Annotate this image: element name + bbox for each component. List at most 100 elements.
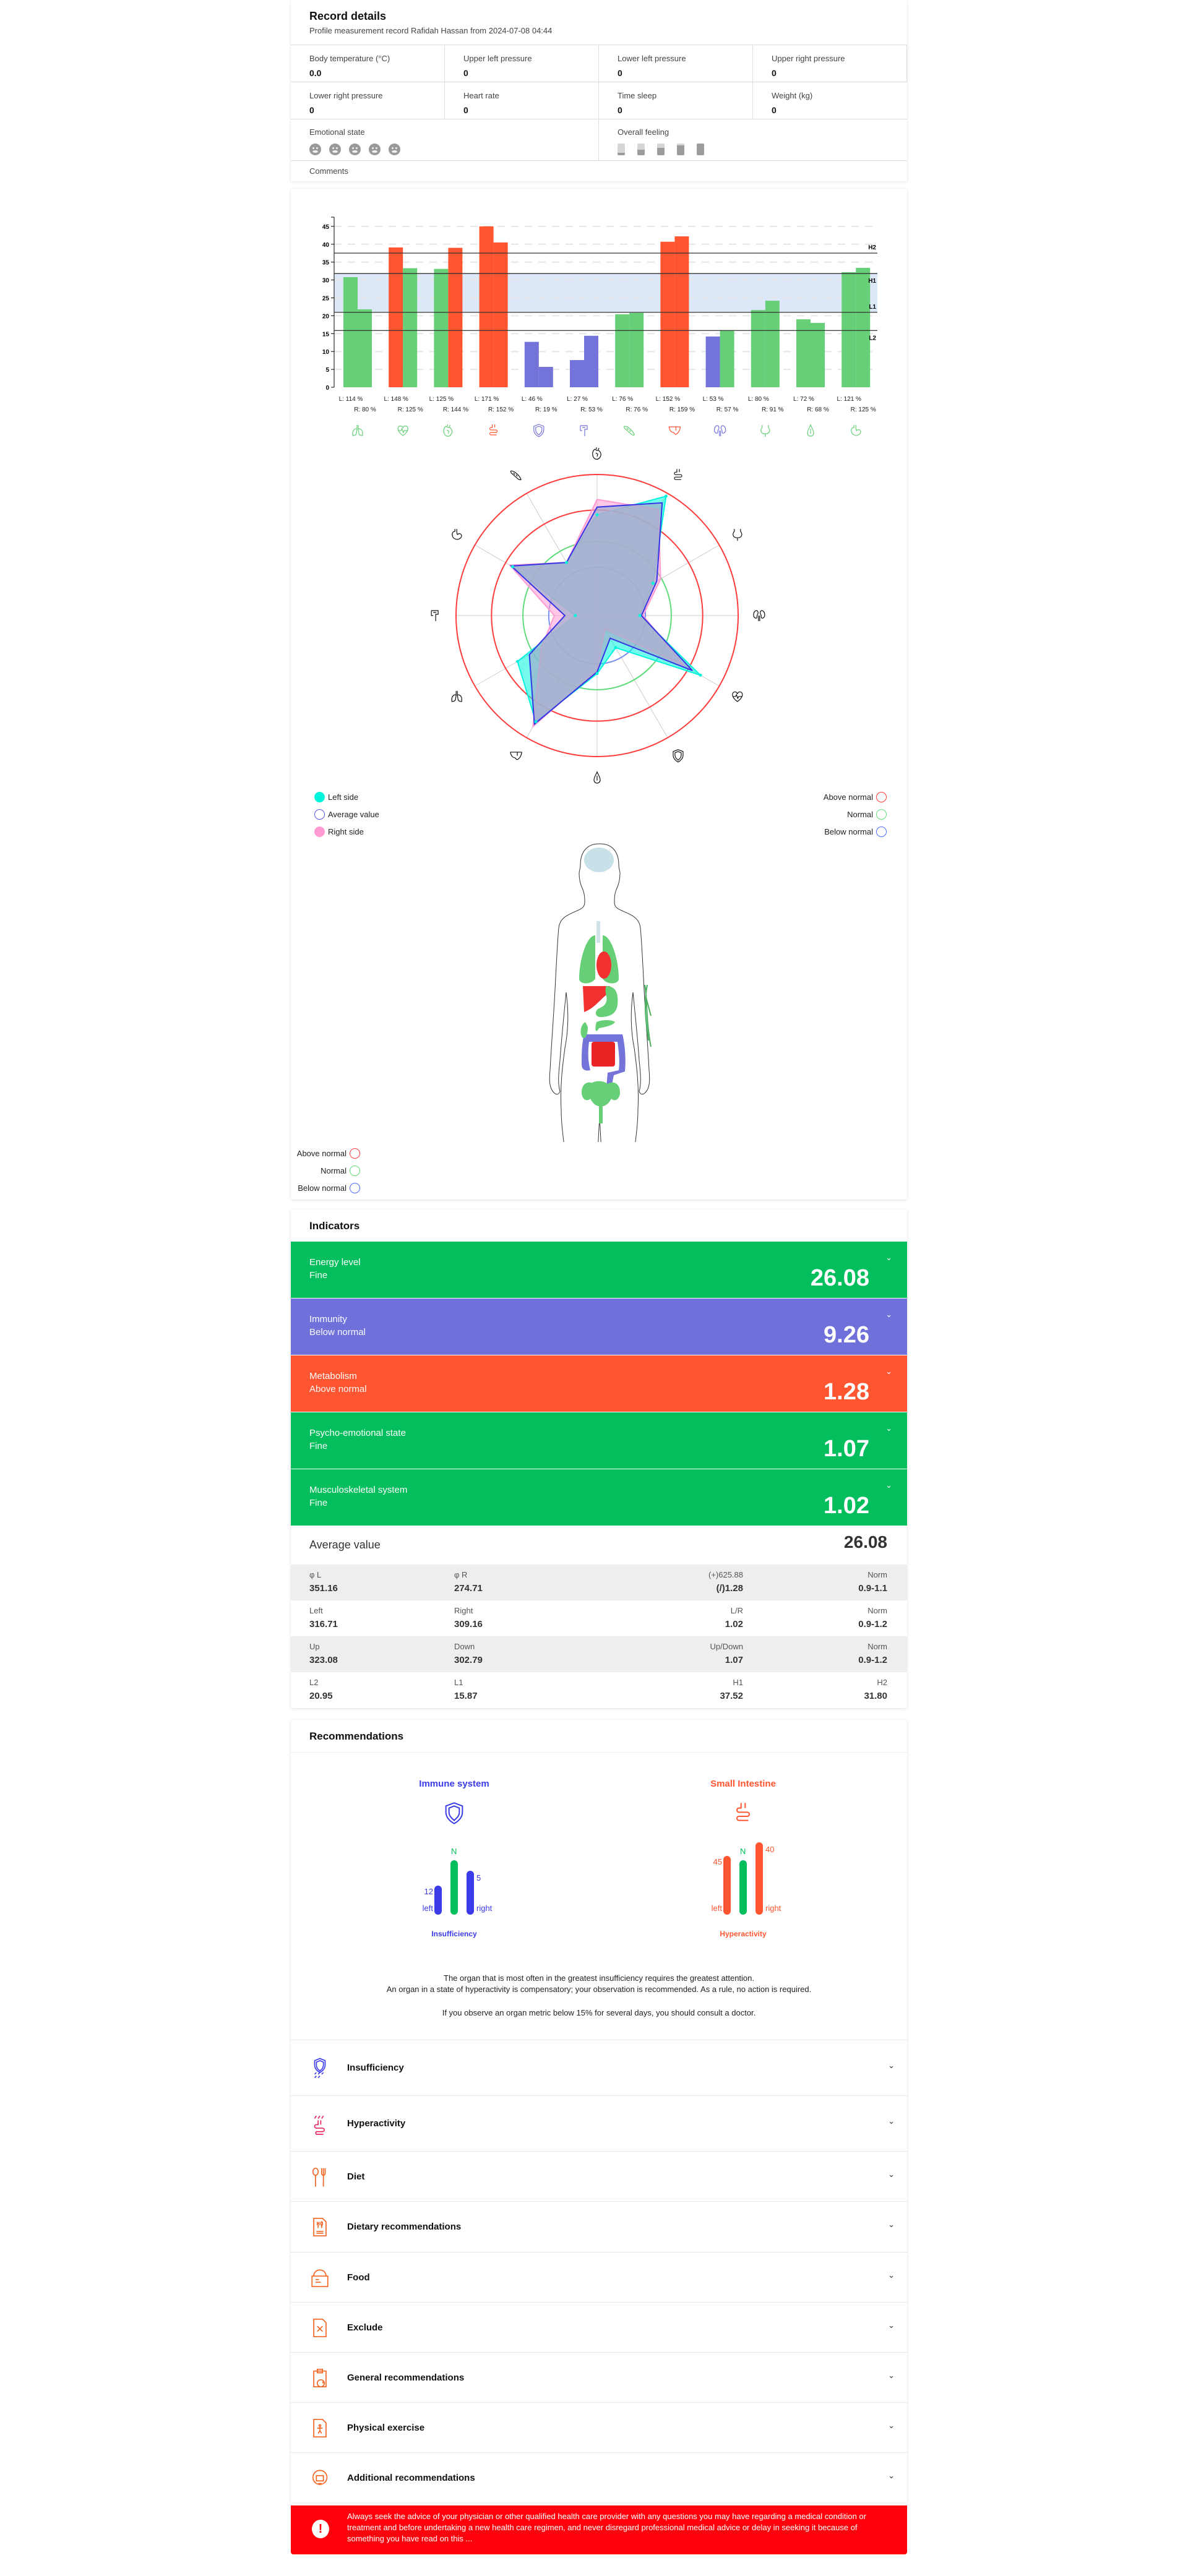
accordion-hyperactivity[interactable]: Hyperactivity ⌄ (291, 2095, 907, 2151)
very-sad-face-icon[interactable] (309, 144, 321, 155)
accordion-general-recommendations[interactable]: General recommendations ⌄ (291, 2352, 907, 2402)
stomach-icon (851, 425, 861, 436)
reference-label-L2: L2 (869, 335, 876, 341)
bar-label-left: L: 114 % (339, 396, 363, 403)
bar-label-left: L: 72 % (793, 396, 814, 403)
indicator-name: Musculoskeletal system (309, 1485, 408, 1495)
chevron-down-icon[interactable]: ⌄ (885, 1423, 892, 1433)
bar-label-right: R: 57 % (717, 406, 739, 413)
indicator-energy-level[interactable]: Energy level Fine 26.08 ⌄ (291, 1242, 907, 1298)
legend-above-normal: Above normal (824, 792, 887, 802)
liver-icon (510, 752, 522, 760)
chevron-down-icon[interactable]: ⌄ (888, 2320, 895, 2330)
left-side-swatch (314, 792, 325, 802)
indicator-name: Energy level (309, 1257, 361, 1268)
battery-level-3-icon[interactable] (657, 144, 665, 155)
bar-stomach-right (856, 267, 871, 387)
bar-chart: 0 5 10 15 20 25 30 35 40 45 L: 114 % R: 80 % L: 148 … (322, 217, 877, 437)
indicator-value: 26.08 (810, 1265, 869, 1291)
accordion-dietary-recommendations[interactable]: Dietary recommendations ⌄ (291, 2201, 907, 2252)
small-intestine-icon (736, 1803, 750, 1821)
indicator-musculoskeletal-system[interactable]: Musculoskeletal system Fine 1.02 ⌄ (291, 1469, 907, 1526)
battery-level-4-icon[interactable] (677, 144, 684, 155)
accordion-food[interactable]: Food ⌄ (291, 2252, 907, 2302)
bar-label-left: L: 80 % (748, 396, 769, 403)
battery-level-2-icon[interactable] (637, 144, 645, 155)
chevron-down-icon[interactable]: ⌄ (888, 2270, 895, 2280)
bar-label-right: R: 53 % (580, 406, 603, 413)
charts-card: 0 5 10 15 20 25 30 35 40 45 L: 114 % R: 80 % L: 148 … (291, 189, 907, 1200)
smile-face-icon[interactable] (369, 144, 381, 155)
chevron-down-icon[interactable]: ⌄ (888, 2220, 895, 2229)
accordion-exclude[interactable]: Exclude ⌄ (291, 2302, 907, 2352)
battery-level-1-icon[interactable] (618, 144, 625, 155)
disclaimer-text: Always seek the advice of your physician… (347, 2512, 866, 2543)
stats-value: 316.71 (309, 1619, 338, 1629)
bar-heart-left (434, 268, 449, 387)
stats-cell: (+)625.88 (/)1.28 (708, 1570, 743, 1594)
indicator-value: 1.07 (824, 1436, 869, 1462)
chevron-down-icon[interactable]: ⌄ (888, 2470, 895, 2480)
accordion-additional-recommendations[interactable]: Additional recommendations ⌄ (291, 2452, 907, 2502)
radar-left-point (638, 614, 642, 617)
chevron-down-icon[interactable]: ⌄ (888, 2116, 895, 2126)
bar-immune-system-left (524, 341, 539, 387)
stats-label: H2 (877, 1678, 887, 1687)
sad-face-icon[interactable] (329, 144, 341, 155)
chevron-down-icon[interactable]: ⌄ (888, 2420, 895, 2430)
field-upper-right-pressure: Upper right pressure 0 (753, 45, 907, 82)
accordion-insufficiency[interactable]: Insufficiency ⌄ (291, 2040, 907, 2095)
pancreas-icon (623, 426, 635, 436)
bar-label-right: R: 125 % (398, 406, 423, 413)
normal-level-bar (450, 1860, 458, 1915)
field-label: Upper right pressure (772, 54, 845, 63)
bar-kidneys-left (705, 336, 720, 387)
chevron-down-icon[interactable]: ⌄ (888, 2061, 895, 2070)
chevron-down-icon[interactable]: ⌄ (885, 1480, 892, 1490)
accordion-physical-exercise[interactable]: Physical exercise ⌄ (291, 2402, 907, 2452)
chevron-down-icon[interactable]: ⌄ (888, 2370, 895, 2380)
bar-label-left: L: 125 % (429, 396, 454, 403)
bar-label-left: L: 171 % (475, 396, 499, 403)
legend-right-side: Right side (314, 826, 364, 837)
right-caption: right (765, 1904, 781, 1913)
bar-label-left: L: 27 % (567, 396, 588, 403)
indicator-immunity[interactable]: Immunity Below normal 9.26 ⌄ (291, 1299, 907, 1355)
bar-large-intestine-right (584, 335, 598, 387)
stats-value: 20.95 (309, 1691, 333, 1701)
stats-cell: Norm 0.9-1.1 (858, 1570, 887, 1594)
indicator-psycho-emotional-state[interactable]: Psycho-emotional state Fine 1.07 ⌄ (291, 1412, 907, 1469)
emotional-state-label: Emotional state (309, 127, 365, 137)
field-lower-right-pressure: Lower right pressure 0 (291, 82, 445, 119)
neutral-face-icon[interactable] (349, 144, 361, 155)
bar-liver-left (660, 241, 675, 387)
accordion-diet[interactable]: Diet ⌄ (291, 2151, 907, 2201)
chevron-down-icon[interactable]: ⌄ (888, 2169, 895, 2179)
bar-label-right: R: 125 % (851, 406, 876, 413)
battery-level-5-icon[interactable] (697, 144, 704, 155)
chevron-down-icon[interactable]: ⌄ (885, 1367, 892, 1376)
body-organ-map (549, 843, 652, 1142)
legend-label: Above normal (296, 1149, 346, 1158)
bar-label-right: R: 152 % (488, 406, 514, 413)
brain (584, 848, 614, 872)
bar-pancreas-left (615, 314, 630, 387)
accordion-label: Exclude (347, 2322, 383, 2333)
large-intestine (582, 1034, 626, 1088)
bar-large-intestine-left (570, 360, 584, 387)
organ-small-intestine: Small Intestine 45 N 40 left right Hyper… (650, 1720, 836, 1943)
stomach (595, 986, 618, 1017)
organ-state: Hyperactivity (720, 1930, 767, 1938)
liver-icon-path (510, 752, 522, 760)
recommendations-title: Recommendations (309, 1730, 404, 1742)
chevron-down-icon[interactable]: ⌄ (885, 1310, 892, 1319)
legend-below-normal: Below normal (824, 826, 887, 837)
field-body-temperature: Body temperature (°C) 0.0 (291, 45, 445, 82)
happy-face-icon[interactable] (389, 144, 400, 155)
stats-label: Up/Down (710, 1642, 743, 1651)
heart-icon-path (443, 424, 453, 437)
chevron-down-icon[interactable]: ⌄ (885, 1253, 892, 1262)
recommendation-notes: The organ that is most often in the grea… (291, 1973, 907, 2019)
indicator-metabolism[interactable]: Metabolism Above normal 1.28 ⌄ (291, 1355, 907, 1412)
bar-lungs-right (358, 309, 372, 387)
